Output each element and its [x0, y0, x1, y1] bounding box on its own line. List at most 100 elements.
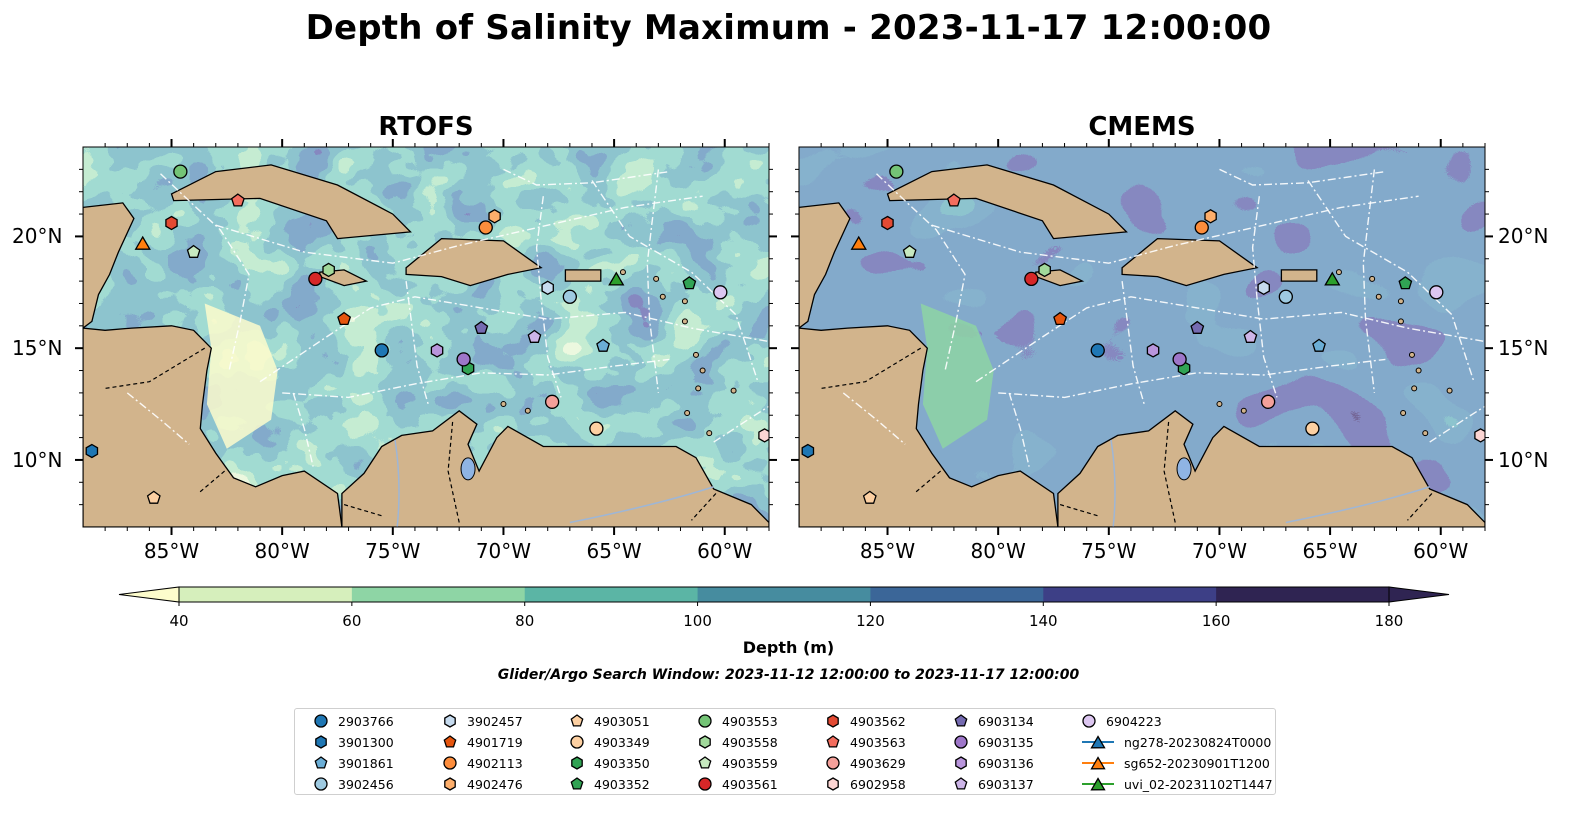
island: [695, 385, 702, 392]
marker-6903134: [474, 320, 489, 334]
marker-4903051: [146, 490, 161, 504]
legend-entry: 2903766: [312, 711, 394, 731]
legend-marker: [954, 777, 968, 790]
legend-entry: 3901861: [312, 753, 394, 773]
legend-label: 3902456: [338, 776, 394, 792]
marker-4903558: [1038, 262, 1051, 278]
circle-icon: [698, 777, 712, 791]
eez-boundary: [842, 392, 906, 445]
island: [659, 293, 666, 300]
legend-label: 4902113: [467, 755, 523, 771]
eez-boundary: [1008, 392, 1030, 467]
legend-marker: [699, 735, 711, 749]
colorbar-tick-label: 60: [342, 612, 362, 630]
marker-6903135: [456, 352, 471, 367]
lon-tick-label-rtofs: 60°W: [697, 539, 753, 563]
figure-title: Depth of Salinity Maximum - 2023-11-17 1…: [305, 8, 1272, 48]
lake: [460, 457, 476, 481]
marker-6903137: [1243, 329, 1258, 343]
circle-icon: [314, 777, 328, 791]
legend-label: 6903136: [978, 755, 1034, 771]
island: [619, 269, 626, 276]
eez-boundary: [998, 358, 1386, 399]
legend-marker: [698, 777, 712, 791]
legend-marker: [570, 777, 584, 790]
colorbar-segment: [179, 587, 353, 602]
colorbar-tick-label: 180: [1374, 612, 1404, 630]
colorbar-tick-label: 160: [1201, 612, 1231, 630]
country-border: [913, 470, 941, 494]
legend-marker: [571, 756, 583, 770]
legend-label: 2903766: [338, 713, 394, 729]
legend-marker: [444, 777, 456, 791]
marker-3901300: [801, 443, 815, 459]
marker-4901719: [337, 311, 352, 326]
legend-marker: [443, 756, 457, 770]
lon-tick-label-cmems: 65°W: [1302, 539, 1358, 563]
eez-boundary: [646, 169, 660, 393]
marker-4902476: [1204, 209, 1217, 224]
legend-marker: [314, 714, 328, 728]
eez-boundary: [876, 173, 966, 371]
colorbar-segment: [524, 587, 699, 602]
lon-tick-label-rtofs: 80°W: [254, 539, 310, 563]
legend-entry: 6904223: [1080, 711, 1162, 731]
axis-ticks-rtofs: [75, 139, 777, 535]
pentagon-icon: [954, 714, 968, 727]
marker-3901861: [1312, 338, 1326, 352]
colorbar-tick-label: 120: [856, 612, 885, 630]
marker-3902457: [1257, 280, 1270, 296]
legend-label: 4903562: [850, 713, 906, 729]
marker-4901719: [1053, 311, 1068, 326]
legend-label: 6903135: [978, 734, 1034, 750]
eez-boundary: [503, 168, 670, 186]
legend-entry: 4903562: [824, 711, 906, 731]
eez-boundary: [1429, 405, 1485, 443]
panel-title-cmems: CMEMS: [1088, 112, 1196, 142]
land-yucatan: [83, 202, 135, 329]
legend-marker: [698, 714, 712, 728]
eez-boundary: [975, 296, 1485, 383]
land-southam: [341, 409, 769, 527]
eez-boundary: [1307, 180, 1475, 382]
island: [1411, 385, 1418, 392]
colorbar-label: Depth (m): [742, 638, 835, 657]
colorbar-segment: [870, 587, 1044, 602]
colorbar-tick-label: 80: [515, 612, 535, 630]
marker-uvi_02-20231102T1447: [608, 271, 625, 286]
lat-tick-label-right: 20°N: [1498, 224, 1549, 249]
land-central: [83, 325, 343, 527]
eez-boundary: [292, 392, 314, 467]
island: [706, 430, 713, 437]
legend-marker: [1090, 735, 1106, 749]
lon-tick-label-cmems: 60°W: [1413, 539, 1469, 563]
marker-sg652-20230901T1200: [134, 235, 151, 250]
legend-marker: [570, 735, 584, 749]
marker-4903349: [1305, 421, 1320, 436]
pentagon-icon: [443, 735, 457, 748]
eez-boundary: [282, 358, 670, 399]
marker-4903349: [589, 421, 604, 436]
legend-marker: [315, 735, 327, 749]
legend-label: 4903352: [594, 776, 650, 792]
pentagon-icon: [570, 777, 584, 790]
hexagon-icon: [827, 714, 839, 728]
legend-entry: 4901719: [441, 732, 523, 752]
river: [394, 439, 400, 527]
legend-marker: [698, 756, 712, 769]
legend-label: 4903629: [850, 755, 906, 771]
legend-marker: [314, 756, 328, 769]
hexagon-icon: [444, 714, 456, 728]
island: [1375, 293, 1382, 300]
legend-entry: 6903137: [952, 774, 1034, 794]
marker-4903553: [889, 164, 904, 179]
circle-icon: [954, 735, 968, 749]
marker-uvi_02-20231102T1447: [1324, 271, 1341, 286]
legend-entry: 4903563: [824, 732, 906, 752]
island: [1216, 401, 1223, 408]
marker-4903352: [1398, 276, 1413, 290]
legend-entry: 4903352: [568, 774, 650, 794]
marker-4903562: [165, 215, 178, 231]
hexagon-icon: [315, 735, 327, 749]
country-border: [691, 493, 717, 521]
